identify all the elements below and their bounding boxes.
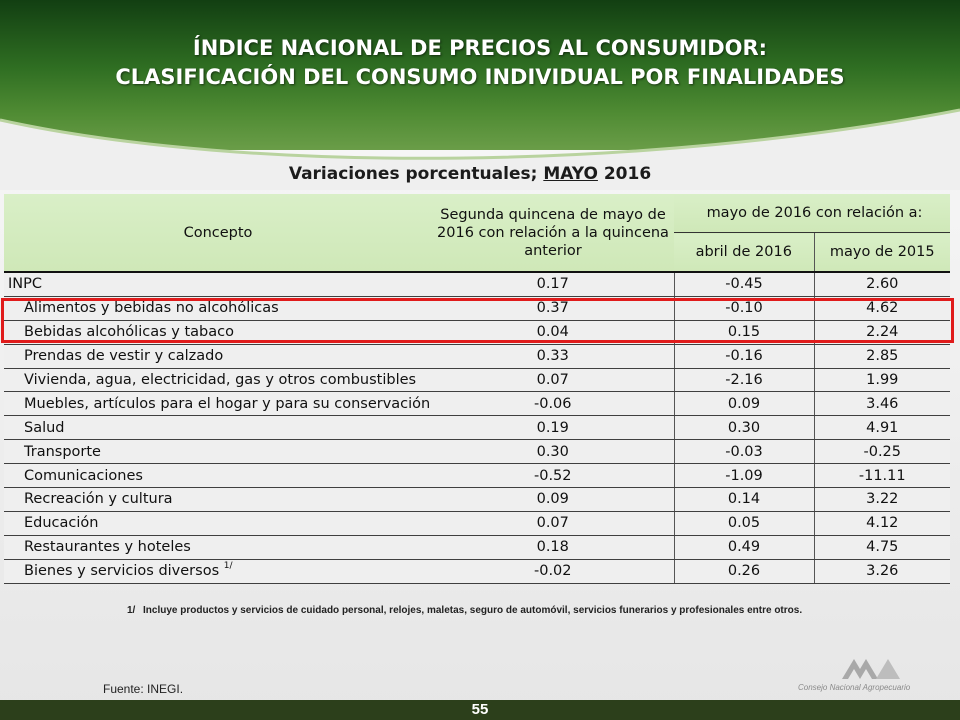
- concepto-label: Vivienda, agua, electricidad, gas y otro…: [24, 372, 417, 388]
- title-banner: [0, 0, 960, 150]
- row-abril-2016: -0.16: [673, 344, 814, 369]
- header-abril-2016: abril de 2016: [674, 232, 815, 273]
- highlight-box: [1, 298, 954, 343]
- table-row: Recreación y cultura 0.09 0.14 3.22: [4, 487, 951, 512]
- row-abril-2016: 0.49: [673, 535, 814, 560]
- row-quincena: 0.09: [432, 487, 674, 512]
- concepto-label: Alimentos y bebidas no alcohólicas: [24, 300, 279, 317]
- logo-text: Consejo Nacional Agropecuario: [798, 683, 911, 692]
- row-concepto: INPC: [4, 272, 432, 297]
- row-abril-2016: 0.30: [673, 415, 814, 441]
- row-mayo-2015: -11.11: [813, 463, 951, 489]
- header-segunda-quincena: Segunda quincena de mayo de 2016 con rel…: [432, 194, 674, 273]
- table-row: INPC 0.17 -0.45 2.60: [4, 272, 951, 297]
- page-number: 55: [0, 700, 960, 720]
- row-mayo-2015: 2.60: [813, 272, 951, 297]
- row-abril-2016: 0.14: [673, 487, 814, 512]
- row-abril-2016: 0.09: [673, 391, 814, 417]
- concepto-label: Bienes y servicios diversos: [24, 563, 220, 580]
- row-mayo-2015: 4.12: [813, 511, 951, 536]
- row-mayo-2015: 3.26: [813, 559, 951, 584]
- concepto-label: INPC: [8, 276, 42, 293]
- table-row: Prendas de vestir y calzado 0.33 -0.16 2.85: [4, 344, 951, 369]
- row-mayo-2015: 3.22: [813, 487, 951, 512]
- concepto-label: Restaurantes y hoteles: [24, 539, 191, 556]
- row-abril-2016: -0.45: [673, 272, 814, 297]
- row-concepto: Transporte: [4, 439, 432, 465]
- subtitle-year: 2016: [597, 164, 652, 184]
- header-concepto: Concepto: [4, 194, 432, 273]
- footnote-mark: 1/: [127, 605, 136, 616]
- row-mayo-2015: 4.91: [813, 415, 951, 441]
- subtitle-prefix: Variaciones porcentuales;: [288, 164, 544, 184]
- page-title: ÍNDICE NACIONAL DE PRECIOS AL CONSUMIDOR…: [0, 34, 960, 92]
- footnote-text: Incluye productos y servicios de cuidado…: [143, 605, 803, 616]
- row-quincena: -0.52: [432, 463, 674, 489]
- row-concepto: Restaurantes y hoteles: [4, 535, 432, 560]
- concepto-label: Bebidas alcohólicas y tabaco: [24, 324, 234, 341]
- row-quincena: 0.30: [432, 439, 674, 465]
- row-quincena: 0.17: [432, 272, 674, 297]
- table-row: Educación 0.07 0.05 4.12: [4, 511, 951, 536]
- row-concepto: Recreación y cultura: [4, 487, 432, 512]
- row-abril-2016: 0.26: [673, 559, 814, 584]
- title-line-1: ÍNDICE NACIONAL DE PRECIOS AL CONSUMIDOR…: [192, 36, 768, 60]
- row-concepto: Salud: [4, 415, 432, 441]
- row-concepto: Bienes y servicios diversos 1/: [4, 559, 432, 584]
- table-row: Muebles, artículos para el hogar y para …: [4, 391, 951, 417]
- banner-swoosh: [0, 108, 960, 190]
- row-abril-2016: -2.16: [673, 368, 814, 393]
- row-concepto: Prendas de vestir y calzado: [4, 344, 432, 369]
- row-quincena: 0.18: [432, 535, 674, 560]
- row-mayo-2015: 1.99: [813, 368, 951, 393]
- table-subtitle: Variaciones porcentuales; MAYO 2016: [0, 164, 940, 184]
- row-abril-2016: -0.03: [673, 439, 814, 465]
- concepto-label: Prendas de vestir y calzado: [24, 348, 224, 365]
- subtitle-month: MAYO: [543, 164, 598, 184]
- row-mayo-2015: -0.25: [813, 439, 951, 465]
- row-quincena: -0.06: [432, 391, 674, 417]
- header-mayo-2015: mayo de 2015: [814, 232, 951, 273]
- row-concepto: Muebles, artículos para el hogar y para …: [4, 391, 432, 417]
- concepto-label: Transporte: [24, 443, 101, 460]
- row-abril-2016: 0.05: [673, 511, 814, 536]
- row-mayo-2015: 3.46: [813, 391, 951, 417]
- concepto-label: Muebles, artículos para el hogar y para …: [24, 395, 431, 412]
- table-row: Transporte 0.30 -0.03 -0.25: [4, 439, 951, 465]
- table-row: Comunicaciones -0.52 -1.09 -11.11: [4, 463, 951, 489]
- cna-mountains-logo-icon: [842, 659, 900, 679]
- concepto-label: Educación: [24, 515, 99, 532]
- row-quincena: 0.19: [432, 415, 674, 441]
- row-concepto: Comunicaciones: [4, 463, 432, 489]
- table-row: Salud 0.19 0.30 4.91: [4, 415, 951, 441]
- source-note: Fuente: INEGI.: [103, 682, 184, 696]
- row-quincena: 0.07: [432, 511, 674, 536]
- footnote-ref: 1/: [223, 561, 233, 572]
- row-concepto: Educación: [4, 511, 432, 536]
- row-concepto: Vivienda, agua, electricidad, gas y otro…: [4, 368, 432, 393]
- concepto-label: Recreación y cultura: [24, 491, 173, 508]
- title-line-2: CLASIFICACIÓN DEL CONSUMO INDIVIDUAL POR…: [115, 65, 845, 89]
- inpc-table: Concepto Segunda quincena de mayo de 201…: [4, 194, 951, 584]
- row-quincena: 0.07: [432, 368, 674, 393]
- footnote: 1/ Incluye productos y servicios de cuid…: [127, 603, 887, 619]
- row-quincena: -0.02: [432, 559, 674, 584]
- concepto-label: Salud: [24, 419, 65, 436]
- table-row: Restaurantes y hoteles 0.18 0.49 4.75: [4, 535, 951, 560]
- table-row: Bienes y servicios diversos 1/-0.02 0.26 3…: [4, 559, 951, 584]
- row-abril-2016: -1.09: [673, 463, 814, 489]
- header-relacion: mayo de 2016 con relación a:: [674, 194, 951, 233]
- row-mayo-2015: 2.85: [813, 344, 951, 369]
- table-row: Vivienda, agua, electricidad, gas y otro…: [4, 368, 951, 393]
- concepto-label: Comunicaciones: [24, 467, 143, 484]
- row-mayo-2015: 4.75: [813, 535, 951, 560]
- row-quincena: 0.33: [432, 344, 674, 369]
